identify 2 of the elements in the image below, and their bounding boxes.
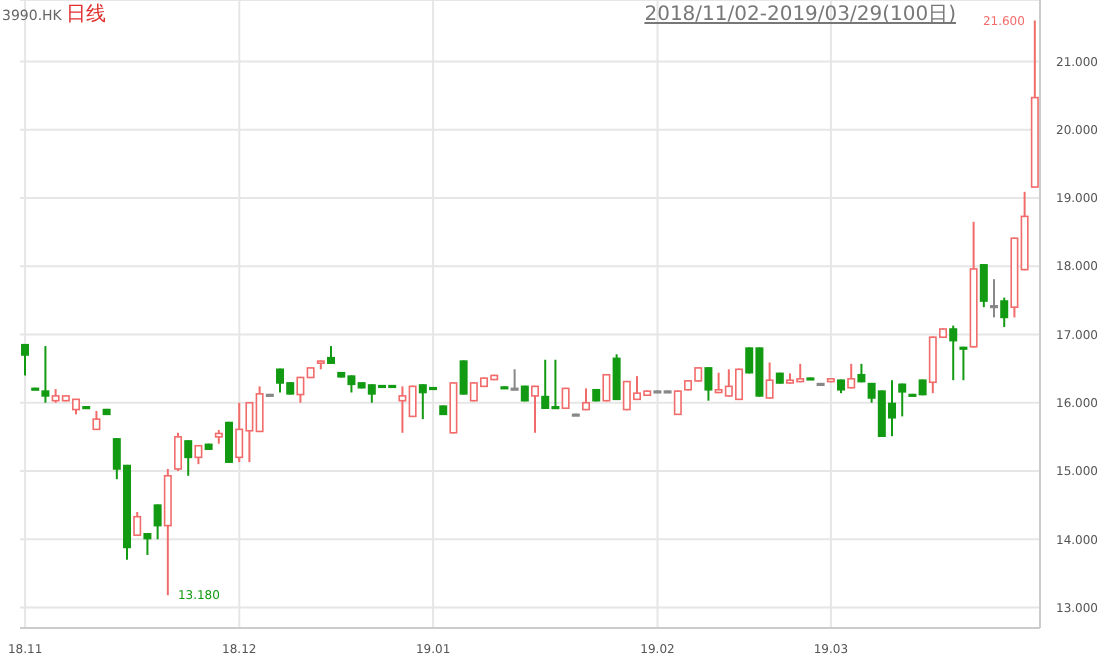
chart-subtitle: 日线	[66, 4, 107, 26]
annotation: 2018/11/02-2019/03/29(100日)	[644, 2, 956, 28]
